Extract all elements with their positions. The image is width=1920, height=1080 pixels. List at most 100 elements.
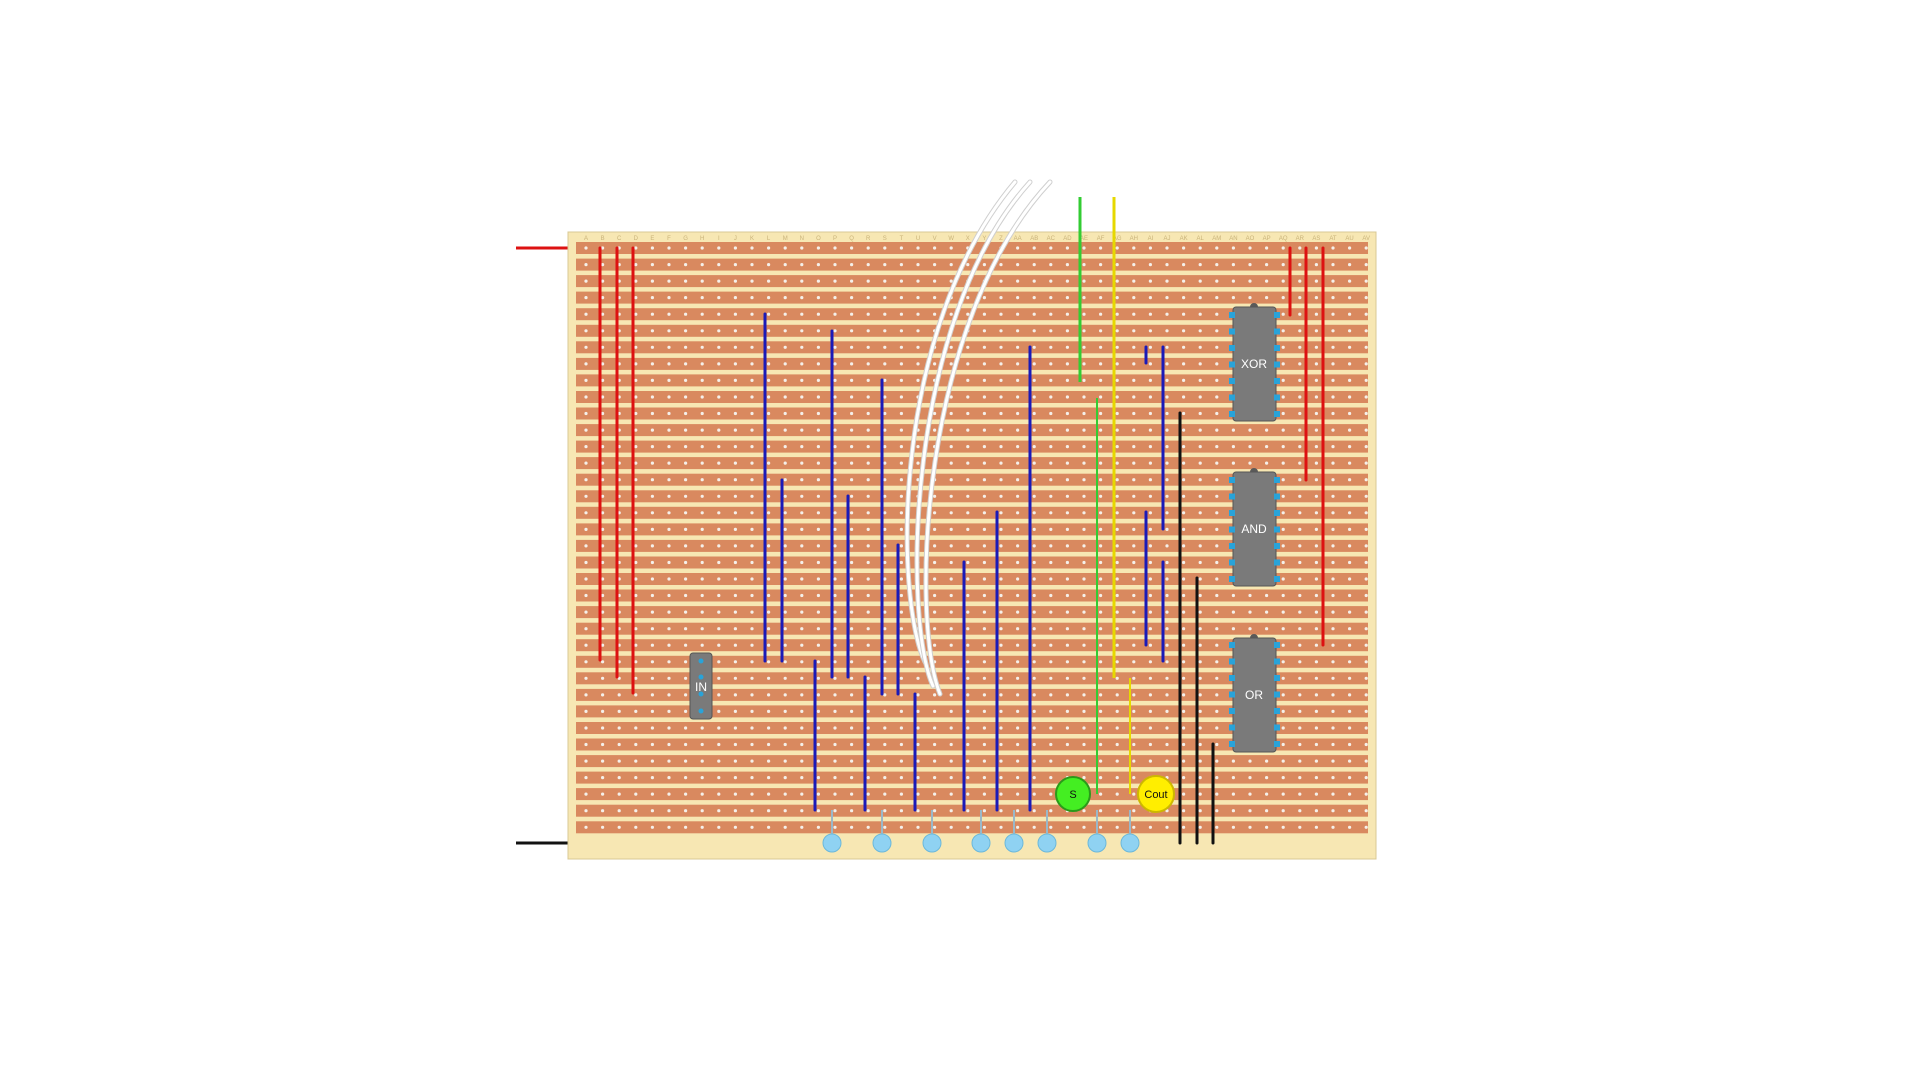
input-pad xyxy=(822,833,842,853)
strip-hole xyxy=(650,776,655,780)
strip-hole xyxy=(1182,693,1186,697)
strip-hole xyxy=(750,279,754,283)
strip-hole xyxy=(634,792,638,796)
strip-hole xyxy=(966,312,970,316)
strip-hole xyxy=(1298,610,1302,614)
strip-hole xyxy=(1165,263,1169,267)
column-label: AD xyxy=(1063,236,1072,242)
column-label: AA xyxy=(1014,236,1022,242)
strip-hole xyxy=(1348,660,1352,664)
strip-hole xyxy=(1314,809,1318,813)
strip-hole xyxy=(982,560,987,565)
column-label: AT xyxy=(1329,236,1337,242)
strip-hole xyxy=(816,544,821,548)
strip-hole xyxy=(1298,593,1302,598)
strip-hole xyxy=(1132,445,1136,449)
strip-hole xyxy=(733,445,738,449)
strip-hole xyxy=(650,726,655,730)
strip-hole xyxy=(1182,643,1186,647)
strip-hole xyxy=(1115,461,1119,465)
strip-hole xyxy=(883,411,887,416)
strip-hole xyxy=(1132,263,1136,267)
strip-hole xyxy=(1331,411,1335,416)
strip-hole xyxy=(1281,378,1285,382)
column-label: AF xyxy=(1097,236,1105,242)
strip-hole xyxy=(1082,544,1086,548)
strip-hole xyxy=(1148,362,1152,366)
strip-hole xyxy=(1182,378,1186,382)
strip-hole xyxy=(617,759,621,763)
strip-hole xyxy=(1182,362,1186,366)
strip-hole xyxy=(1348,246,1352,250)
strip-hole xyxy=(1298,329,1302,333)
chip-pin xyxy=(1274,411,1280,417)
strip-hole xyxy=(667,478,671,482)
strip-hole xyxy=(933,776,937,780)
strip-hole xyxy=(833,263,837,267)
strip-hole xyxy=(1348,544,1352,548)
strip-hole xyxy=(1215,445,1219,449)
strip-hole xyxy=(767,246,771,250)
strip-hole xyxy=(733,312,738,316)
strip-hole xyxy=(1331,825,1335,829)
strip-hole xyxy=(733,792,738,796)
strip-hole xyxy=(1248,445,1252,449)
strip-hole xyxy=(916,296,920,300)
strip-hole xyxy=(1032,296,1036,300)
strip-hole xyxy=(949,776,953,780)
strip-hole xyxy=(816,329,821,333)
strip-hole xyxy=(700,246,704,250)
strip-hole xyxy=(866,742,870,747)
strip-hole xyxy=(667,660,671,664)
strip-hole xyxy=(783,378,787,382)
strip-hole xyxy=(966,726,970,730)
strip-hole xyxy=(850,345,854,349)
strip-hole xyxy=(883,693,887,697)
strip-hole xyxy=(1016,627,1020,631)
strip-hole xyxy=(1165,709,1169,714)
chip-pin xyxy=(1229,394,1235,401)
strip-hole xyxy=(800,544,804,548)
copper-strip xyxy=(576,705,1368,718)
strip-hole xyxy=(1215,726,1219,730)
strip-hole xyxy=(667,246,671,250)
strip-hole xyxy=(883,593,887,598)
strip-hole xyxy=(899,378,904,382)
column-label: AV xyxy=(1362,236,1370,242)
strip-hole xyxy=(1049,709,1053,714)
copper-strip xyxy=(576,556,1368,569)
strip-hole xyxy=(850,643,854,647)
strip-hole xyxy=(1348,329,1352,333)
strip-hole xyxy=(717,378,721,382)
strip-hole xyxy=(816,610,821,614)
strip-hole xyxy=(1331,709,1335,714)
strip-hole xyxy=(584,428,588,432)
strip-hole xyxy=(717,445,721,449)
strip-hole xyxy=(1115,411,1119,416)
strip-hole xyxy=(1115,726,1119,730)
strip-hole xyxy=(1182,660,1186,664)
copper-strip xyxy=(576,688,1368,701)
strip-hole xyxy=(667,693,671,697)
strip-hole xyxy=(1231,759,1235,763)
strip-hole xyxy=(1198,296,1202,300)
strip-hole xyxy=(650,296,655,300)
strip-hole xyxy=(1165,296,1169,300)
strip-hole xyxy=(601,246,605,250)
strip-hole xyxy=(634,411,638,416)
strip-hole xyxy=(1032,263,1036,267)
strip-hole xyxy=(1265,263,1269,267)
strip-hole xyxy=(700,494,704,498)
strip-hole xyxy=(833,494,837,498)
strip-hole xyxy=(1198,627,1202,631)
strip-hole xyxy=(1065,660,1069,664)
strip-hole xyxy=(733,527,738,532)
column-label: A xyxy=(584,236,588,242)
strip-hole xyxy=(667,395,671,399)
strip-hole xyxy=(999,263,1003,267)
strip-hole xyxy=(1165,560,1169,565)
strip-hole xyxy=(816,792,821,796)
strip-hole xyxy=(1082,726,1086,730)
strip-hole xyxy=(783,428,787,432)
strip-hole xyxy=(767,395,771,399)
